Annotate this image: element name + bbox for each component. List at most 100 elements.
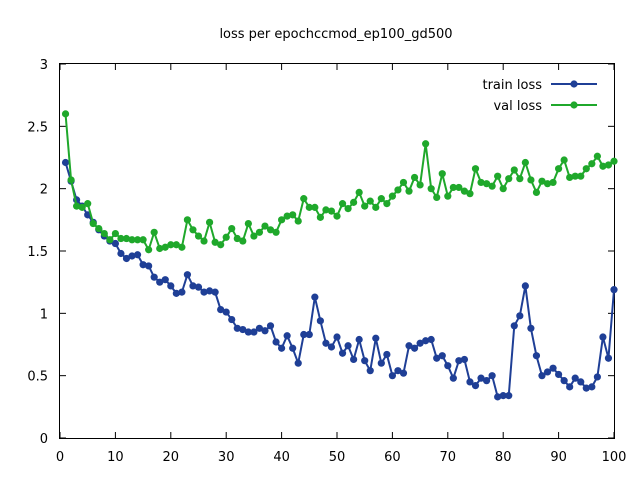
axis-ticks: 0 10 20 30 40 50 60 70 80 90 100 0 0.5 1 1.5 2 2.5 3	[27, 58, 626, 465]
plot-frame	[59, 63, 615, 439]
data-point	[222, 233, 230, 241]
x-tick-label: 90	[550, 450, 567, 465]
data-point	[566, 383, 574, 391]
data-point	[161, 243, 169, 251]
data-point	[410, 173, 419, 182]
data-point	[488, 182, 496, 190]
data-point	[95, 224, 103, 233]
x-tick-label: 100	[602, 450, 627, 465]
y-tick-label: 1.5	[27, 245, 48, 260]
data-point	[410, 344, 419, 352]
data-point	[588, 160, 596, 168]
data-point	[61, 110, 70, 118]
data-point	[189, 282, 197, 290]
data-point	[610, 157, 618, 165]
data-point	[278, 344, 286, 352]
data-point	[416, 339, 424, 347]
data-point	[145, 246, 153, 254]
data-point	[338, 349, 347, 357]
data-point	[361, 357, 369, 365]
data-point	[194, 232, 203, 240]
series-train-loss	[61, 158, 618, 401]
data-point	[543, 180, 552, 188]
data-point	[521, 282, 529, 290]
data-point	[255, 228, 264, 236]
data-point	[377, 359, 385, 367]
data-point	[178, 288, 186, 296]
y-tick-label: 1	[40, 307, 48, 322]
y-tick-label: 0	[40, 432, 48, 447]
legend-label: val loss	[493, 99, 542, 114]
data-point	[510, 166, 518, 174]
data-point	[372, 203, 380, 211]
data-point	[111, 229, 119, 238]
data-point	[294, 359, 302, 367]
data-point	[610, 286, 618, 294]
data-point	[327, 343, 336, 351]
data-point	[455, 357, 463, 365]
x-tick-label: 0	[56, 450, 64, 465]
data-point	[255, 324, 264, 332]
data-point	[505, 175, 513, 183]
data-point	[599, 162, 607, 170]
data-point	[167, 241, 175, 249]
data-point	[117, 249, 125, 258]
data-point	[217, 305, 225, 314]
data-point	[350, 355, 358, 364]
data-point	[538, 177, 546, 185]
data-point	[172, 289, 180, 297]
data-point	[516, 175, 524, 183]
data-point	[566, 173, 574, 182]
data-point	[150, 273, 158, 281]
data-point	[300, 195, 308, 203]
series-val-loss	[61, 110, 618, 254]
data-point	[139, 261, 147, 269]
data-point	[278, 216, 286, 224]
data-point	[283, 332, 291, 340]
data-point	[122, 254, 131, 263]
y-tick-label: 0.5	[27, 370, 48, 385]
x-tick-label: 70	[440, 450, 457, 465]
data-point	[239, 325, 247, 334]
data-point	[272, 228, 280, 236]
data-point	[322, 206, 330, 214]
data-point	[128, 252, 136, 260]
data-point	[294, 217, 302, 225]
data-point	[593, 373, 601, 381]
data-point	[532, 188, 541, 197]
data-point	[405, 342, 413, 350]
data-point	[133, 236, 142, 244]
data-point	[150, 228, 158, 236]
data-point	[444, 192, 452, 200]
legend-swatch-marker	[570, 80, 578, 88]
data-point	[205, 287, 214, 295]
data-point	[311, 203, 319, 211]
data-point	[261, 327, 269, 335]
data-point	[471, 382, 480, 390]
data-point	[505, 392, 513, 400]
x-tick-label: 10	[107, 450, 124, 465]
data-point	[444, 362, 452, 370]
data-point	[338, 200, 347, 208]
data-point	[250, 328, 258, 336]
data-point	[167, 282, 175, 290]
chart-title: loss per epochccmod_ep100_gd500	[219, 27, 452, 42]
data-point	[516, 312, 524, 320]
data-point	[239, 237, 247, 245]
data-point	[383, 350, 391, 359]
data-point	[244, 328, 252, 336]
data-point	[333, 212, 341, 220]
data-point	[289, 344, 297, 352]
data-point	[205, 218, 214, 226]
data-point	[305, 330, 313, 339]
data-point	[289, 211, 297, 219]
data-point	[61, 158, 70, 167]
legend-label: train loss	[482, 78, 542, 93]
series-layer	[61, 110, 618, 401]
data-point	[399, 369, 408, 377]
data-point	[427, 185, 435, 193]
data-point	[543, 368, 552, 376]
data-point	[145, 262, 153, 270]
data-point	[84, 200, 92, 208]
